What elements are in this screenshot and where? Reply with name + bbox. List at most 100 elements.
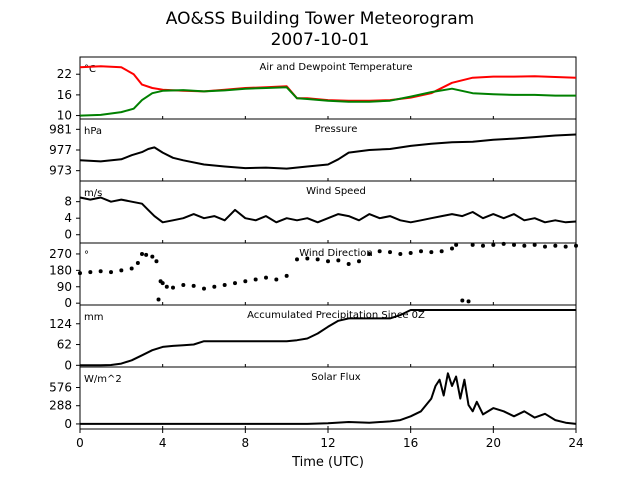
figure-subtitle: 2007-10-01 <box>271 30 370 50</box>
data-point <box>98 269 103 274</box>
y-tick-label: 124 <box>49 317 72 331</box>
data-point <box>274 277 279 282</box>
data-point <box>191 283 196 288</box>
data-point <box>429 250 434 255</box>
x-axis-label: Time (UTC) <box>291 455 364 470</box>
y-tick-label: 973 <box>49 164 72 178</box>
x-tick-label: 20 <box>486 436 501 450</box>
panel-3: Wind Direction ° 0 90 180 270 <box>49 241 578 310</box>
data-point <box>450 246 454 251</box>
data-point <box>543 244 547 249</box>
y-tick-label: 90 <box>57 280 72 294</box>
y-tick-label: 288 <box>49 399 72 413</box>
y-tick-label: 981 <box>49 122 72 136</box>
x-axis: 0 4 8 12 16 20 24 <box>76 429 584 450</box>
data-point <box>466 299 471 304</box>
data-point <box>78 271 82 276</box>
panel-title: Solar Flux <box>311 372 361 383</box>
data-point <box>460 298 465 303</box>
data-point <box>532 242 537 247</box>
data-point <box>388 250 392 255</box>
data-point <box>512 242 516 247</box>
panel-unit: hPa <box>84 126 102 137</box>
x-tick-label: 16 <box>403 436 418 450</box>
y-tick-label: 180 <box>49 263 72 277</box>
panel-unit: °C <box>84 64 96 75</box>
panel-title: Wind Direction <box>299 248 373 259</box>
data-point <box>295 257 299 262</box>
data-point <box>119 268 124 273</box>
data-point <box>522 243 527 248</box>
panel-5: Solar Flux W/m^2 0 288 576 <box>49 366 577 431</box>
y-tick-label: 16 <box>57 88 72 102</box>
data-point <box>222 282 227 287</box>
data-point <box>315 257 320 262</box>
data-point <box>305 256 310 261</box>
panel-title: Accumulated Precipitation Since 0Z <box>247 310 425 321</box>
series-line-0 <box>79 133 577 170</box>
panel-title: Pressure <box>315 124 358 135</box>
data-point <box>563 244 568 249</box>
data-point <box>253 277 258 282</box>
figure-title: AO&SS Building Tower Meteorogram <box>166 9 474 29</box>
y-tick-label: 4 <box>64 211 72 225</box>
data-point <box>574 243 578 248</box>
data-point <box>398 251 403 256</box>
data-point <box>171 285 175 290</box>
series-line-0 <box>80 309 576 367</box>
data-point <box>377 249 382 254</box>
y-tick-label: 10 <box>57 109 72 123</box>
x-tick-label: 24 <box>568 436 583 450</box>
data-point <box>454 242 459 247</box>
data-point <box>156 297 161 302</box>
data-point <box>284 273 289 278</box>
y-tick-label: 576 <box>49 380 72 394</box>
panel-unit: W/m^2 <box>84 374 122 385</box>
data-point <box>357 259 361 264</box>
y-tick-label: 0 <box>64 417 72 431</box>
data-point <box>135 261 140 266</box>
series-line-0 <box>79 196 577 224</box>
data-point <box>140 251 144 256</box>
x-tick-label: 4 <box>159 436 167 450</box>
data-point <box>129 266 134 271</box>
y-tick-label: 270 <box>49 247 72 261</box>
series-line-0 <box>80 372 577 425</box>
data-point <box>346 261 351 266</box>
panel-4: Accumulated Precipitation Since 0Z mm 0 62 1… <box>49 304 577 372</box>
data-point <box>326 259 330 264</box>
panel-title: Air and Dewpoint Temperature <box>260 62 413 73</box>
panels: Air and Dewpoint Temperature °C 10 16 22 Pres… <box>49 56 578 431</box>
data-point <box>212 284 217 289</box>
data-point <box>160 281 165 286</box>
y-tick-label: 977 <box>49 143 72 157</box>
y-tick-label: 62 <box>57 338 72 352</box>
data-point <box>164 284 169 289</box>
data-point <box>150 254 155 259</box>
data-point <box>233 281 237 286</box>
series-line-1 <box>79 86 576 117</box>
data-point <box>336 258 341 263</box>
data-point <box>439 249 444 254</box>
data-point <box>491 242 496 247</box>
data-point <box>501 241 506 246</box>
data-point <box>553 243 558 248</box>
data-point <box>109 270 113 275</box>
data-point <box>481 243 485 248</box>
panel-title: Wind Speed <box>306 186 366 197</box>
y-tick-label: 0 <box>64 228 72 242</box>
data-point <box>419 249 423 254</box>
data-point <box>181 282 186 287</box>
panel-unit: m/s <box>84 188 102 199</box>
panel-unit: mm <box>84 312 103 323</box>
panel-unit: ° <box>84 250 89 261</box>
data-point <box>243 279 248 284</box>
data-point <box>470 242 475 247</box>
panel-0: Air and Dewpoint Temperature °C 10 16 22 <box>57 56 577 123</box>
y-tick-label: 0 <box>64 358 72 372</box>
data-point <box>264 275 268 280</box>
data-point <box>367 251 372 256</box>
y-tick-label: 0 <box>64 296 72 310</box>
x-tick-label: 0 <box>76 436 84 450</box>
